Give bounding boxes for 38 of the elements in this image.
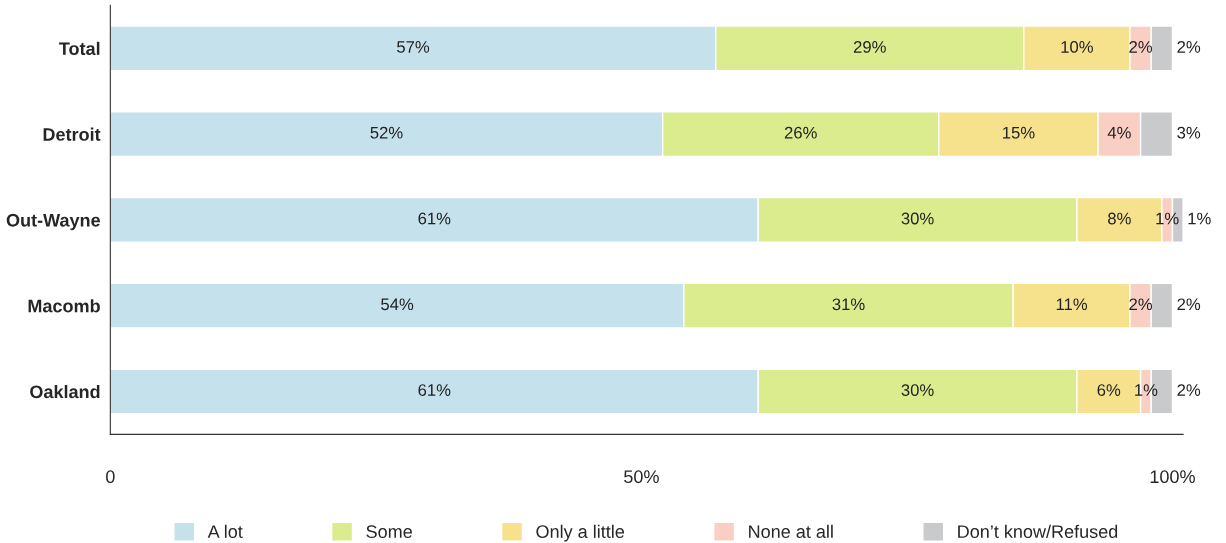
x-tick-label: 0 <box>106 470 115 484</box>
legend-label: Don’t know/Refused <box>958 524 1118 539</box>
data-label: 52% <box>370 126 403 139</box>
data-label: 4% <box>1107 126 1131 139</box>
legend-label: A lot <box>207 524 243 539</box>
data-label: 2% <box>1177 41 1201 53</box>
y-tick-label: Out-Wayne <box>6 213 101 231</box>
data-label: 3% <box>1177 126 1201 139</box>
data-label: 31% <box>832 298 865 311</box>
data-label: 1% <box>1156 212 1179 225</box>
data-label: 11% <box>1056 298 1088 311</box>
data-label: 54% <box>381 298 414 311</box>
data-label: 57% <box>397 41 430 53</box>
x-tick-label: 100% <box>1150 470 1195 484</box>
data-label: 2% <box>1177 298 1201 311</box>
data-label: 2% <box>1177 384 1201 396</box>
y-tick-label: Total <box>59 41 100 56</box>
data-label: 61% <box>418 384 451 396</box>
legend-label: None at all <box>749 524 833 539</box>
data-label: 6% <box>1097 384 1121 396</box>
y-tick-label: Detroit <box>43 127 101 141</box>
legend-label: Only a little <box>536 524 625 542</box>
legend-label: Some <box>366 525 412 539</box>
data-label: 10% <box>1061 41 1093 53</box>
data-label: 61% <box>418 212 451 225</box>
data-label: 1% <box>1188 212 1211 225</box>
data-label: 30% <box>901 212 934 225</box>
data-label: 15% <box>1003 126 1035 139</box>
data-label: 26% <box>784 126 817 139</box>
data-label: 2% <box>1129 41 1153 53</box>
y-tick-label: Macomb <box>28 299 100 313</box>
data-label: 8% <box>1108 212 1131 225</box>
data-label: 2% <box>1129 298 1153 311</box>
data-label: 30% <box>901 384 934 396</box>
x-tick-label: 50% <box>624 470 659 484</box>
data-label: 29% <box>853 41 886 53</box>
y-tick-label: Oakland <box>30 384 100 399</box>
data-label: 1% <box>1135 384 1158 396</box>
